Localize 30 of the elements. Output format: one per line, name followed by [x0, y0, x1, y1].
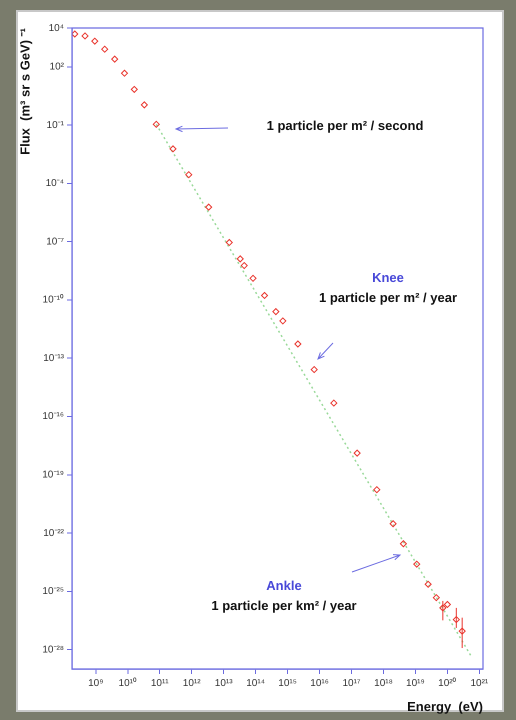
x-tick-label: 10¹⁰	[118, 676, 137, 689]
y-tick-label: 10⁻¹⁹	[42, 470, 64, 481]
y-tick-label: 10⁻²²	[43, 528, 65, 539]
x-tick-label: 10¹²	[182, 678, 202, 689]
y-tick-label: 10⁻⁴	[46, 178, 64, 190]
annotation: 1 particle per m² / second	[266, 117, 424, 135]
y-axis-title: Flux (m³ sr s GeV) ⁻¹	[17, 28, 32, 155]
y-tick-label: 10⁻²⁵	[42, 586, 64, 598]
x-tick-label: 10¹⁷	[342, 678, 361, 689]
annotation: Knee 1 particle per m² / year	[318, 269, 458, 307]
x-tick-label: 10¹⁴	[246, 678, 265, 689]
y-tick-label: 10⁻¹³	[43, 352, 65, 364]
x-tick-label: 10¹⁹	[406, 678, 425, 689]
y-tick-label: 10⁻¹	[46, 120, 65, 131]
x-axis-title: Energy (eV)	[407, 698, 483, 714]
y-tick-label: 10²	[50, 62, 65, 73]
x-tick-label: 10¹⁶	[310, 678, 329, 689]
y-tick-label: 10⁻¹⁰	[42, 294, 64, 306]
y-tick-label: 10⁻⁷	[46, 236, 64, 248]
x-tick-label: 10²¹	[470, 678, 489, 689]
y-tick-label: 10⁻¹⁶	[42, 411, 64, 422]
x-tick-label: 10¹¹	[150, 678, 170, 689]
x-tick-label: 10⁹	[88, 678, 104, 689]
y-tick-label: 10⁻²⁸	[42, 644, 64, 656]
x-tick-label: 10¹⁵	[278, 678, 297, 689]
x-tick-label: 10¹⁸	[374, 678, 393, 689]
y-tick-label: 10⁴	[48, 22, 64, 34]
x-tick-label: 10²⁰	[438, 676, 457, 689]
annotation: Ankle 1 particle per km² / year	[211, 577, 357, 615]
x-tick-label: 10¹³	[214, 678, 234, 689]
